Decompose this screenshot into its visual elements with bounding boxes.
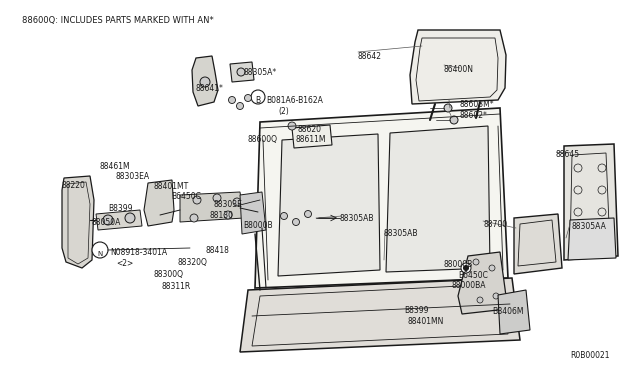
Text: B6450C: B6450C: [171, 192, 201, 201]
Polygon shape: [410, 30, 506, 104]
Polygon shape: [62, 176, 94, 268]
Circle shape: [244, 94, 252, 102]
Text: 88461M: 88461M: [100, 162, 131, 171]
Polygon shape: [568, 218, 616, 260]
Circle shape: [463, 266, 468, 270]
Text: 88000BA: 88000BA: [452, 281, 486, 290]
Circle shape: [237, 103, 243, 109]
Polygon shape: [96, 210, 142, 230]
Polygon shape: [144, 180, 174, 226]
Text: B8399: B8399: [108, 204, 132, 213]
Text: 88603M*: 88603M*: [460, 100, 495, 109]
Circle shape: [125, 213, 135, 223]
Polygon shape: [240, 278, 520, 352]
Text: 86400N: 86400N: [444, 65, 474, 74]
Text: 88220: 88220: [62, 181, 86, 190]
Text: B8000B: B8000B: [243, 221, 273, 230]
Text: 88305A*: 88305A*: [244, 68, 277, 77]
Text: B081A6-B162A: B081A6-B162A: [266, 96, 323, 105]
Text: (2): (2): [278, 107, 289, 116]
Text: <2>: <2>: [116, 259, 133, 268]
Text: 88645: 88645: [556, 150, 580, 159]
Polygon shape: [180, 192, 244, 222]
Circle shape: [288, 122, 296, 130]
Circle shape: [190, 214, 198, 222]
Polygon shape: [292, 125, 332, 148]
Circle shape: [193, 196, 201, 204]
Text: B8399: B8399: [404, 306, 429, 315]
Polygon shape: [458, 252, 506, 314]
Text: 88000B: 88000B: [444, 260, 473, 269]
Text: 88305AB: 88305AB: [340, 214, 374, 223]
Circle shape: [493, 293, 499, 299]
Circle shape: [444, 104, 452, 112]
Circle shape: [477, 297, 483, 303]
Text: 88305AB: 88305AB: [384, 229, 419, 238]
Text: 88641*: 88641*: [196, 84, 224, 93]
Polygon shape: [278, 134, 380, 276]
Polygon shape: [386, 126, 490, 272]
Circle shape: [280, 212, 287, 219]
Text: 88401MT: 88401MT: [153, 182, 188, 191]
Circle shape: [473, 259, 479, 265]
Text: 88600Q: 88600Q: [248, 135, 278, 144]
Polygon shape: [564, 144, 618, 260]
Circle shape: [461, 263, 471, 273]
Text: 88300Q: 88300Q: [154, 270, 184, 279]
Text: BB406M: BB406M: [492, 307, 524, 316]
Text: 88700: 88700: [484, 220, 508, 229]
Text: 88311R: 88311R: [162, 282, 191, 291]
Text: B6450C: B6450C: [458, 271, 488, 280]
Text: 88611M: 88611M: [295, 135, 326, 144]
Text: 88050A: 88050A: [92, 218, 122, 227]
Text: 88401MN: 88401MN: [408, 317, 444, 326]
Text: 88642: 88642: [358, 52, 382, 61]
Circle shape: [305, 211, 312, 218]
Polygon shape: [498, 290, 530, 334]
Text: 88130: 88130: [210, 211, 234, 220]
Circle shape: [251, 90, 265, 104]
Text: 88620: 88620: [298, 125, 322, 134]
Text: 88418: 88418: [205, 246, 229, 255]
Text: 88305AA: 88305AA: [571, 222, 606, 231]
Circle shape: [233, 198, 241, 206]
Circle shape: [213, 194, 221, 202]
Circle shape: [92, 242, 108, 258]
Circle shape: [292, 218, 300, 225]
Circle shape: [103, 215, 113, 225]
Text: N08918-3401A: N08918-3401A: [110, 248, 167, 257]
Circle shape: [224, 211, 232, 219]
Circle shape: [489, 265, 495, 271]
Polygon shape: [192, 56, 218, 106]
Circle shape: [237, 68, 245, 76]
Polygon shape: [514, 214, 562, 274]
Circle shape: [450, 116, 458, 124]
Text: 88303EA: 88303EA: [116, 172, 150, 181]
Polygon shape: [240, 192, 266, 234]
Text: N: N: [97, 251, 102, 257]
Text: 88303E: 88303E: [214, 200, 243, 209]
Text: 88600Q: INCLUDES PARTS MARKED WITH AN*: 88600Q: INCLUDES PARTS MARKED WITH AN*: [22, 16, 214, 25]
Text: B: B: [255, 96, 260, 105]
Text: 88320Q: 88320Q: [178, 258, 208, 267]
Text: R0B00021: R0B00021: [570, 351, 610, 360]
Polygon shape: [230, 62, 254, 82]
Text: 88602*: 88602*: [460, 111, 488, 120]
Polygon shape: [255, 108, 508, 288]
Circle shape: [200, 77, 210, 87]
Circle shape: [228, 96, 236, 103]
